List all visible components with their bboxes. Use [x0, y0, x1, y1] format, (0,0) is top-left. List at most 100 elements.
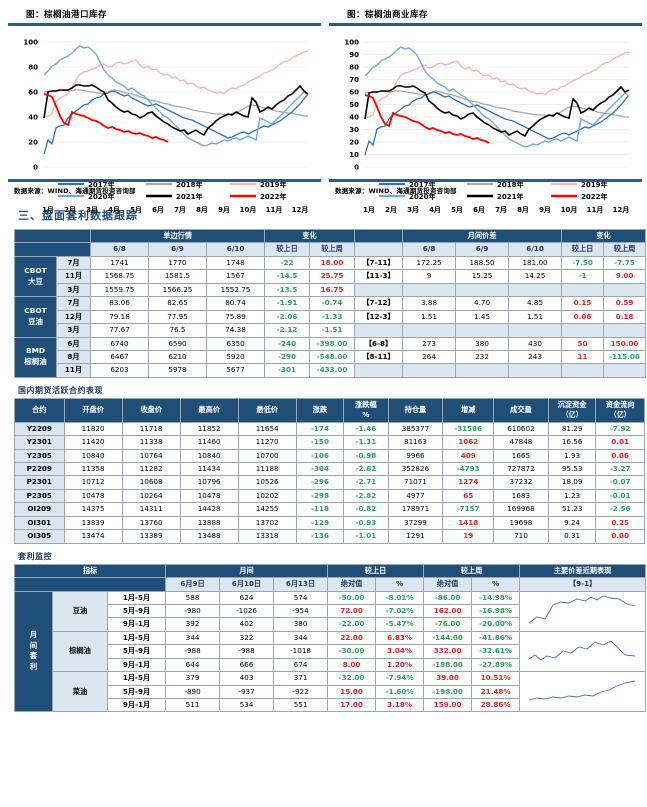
- price-d3: 1552.75: [205, 282, 266, 298]
- table-row: 11月 1568.75 1581.5 1567 -14.5 25.75 【11-3】 9 15.…: [15, 269, 647, 284]
- abs-prevweek: 159.00: [423, 697, 473, 713]
- settled-fund: 9.24: [547, 515, 597, 531]
- high-price: 10796: [179, 475, 239, 490]
- oi-change: 19: [442, 529, 495, 544]
- spread-pair-label: 1月-5月: [106, 671, 167, 686]
- value-d1: 344: [165, 630, 221, 646]
- close-price: 10764: [121, 448, 181, 464]
- spread-d3: 1.51: [508, 309, 563, 325]
- value-d3: 371: [273, 671, 329, 686]
- abs-prevweek: -86.00: [423, 590, 473, 605]
- x-tick-labels: 1月 2月 3月 4月 5月 6月 7月 8月 9月 10月 11月 12月: [363, 206, 629, 214]
- spread-d1: [402, 323, 457, 338]
- col-spread-pair: [354, 242, 404, 257]
- spread-pair: 【7-12】: [354, 296, 404, 311]
- pct-prevweek: 21.48%: [471, 684, 521, 700]
- chg-prevday: -14.5: [264, 269, 311, 284]
- spread-chg-prevday: [561, 323, 605, 338]
- table-row: Y2305 10840 10764 10840 10700 -106 -0.98 9966 40…: [14, 448, 645, 464]
- chg-prevweek: -548.00: [309, 349, 356, 365]
- group-prevday: 较上日: [327, 563, 425, 579]
- volume: 1665: [493, 448, 549, 464]
- spread-chg-prevweek: -115.00: [603, 349, 647, 365]
- oi-change: 65: [442, 488, 495, 504]
- chg-prevday: -240: [264, 336, 311, 351]
- chg-prevweek: -1.51: [309, 323, 356, 338]
- volume: 610602: [493, 421, 549, 437]
- group-monthly: 月间: [165, 563, 329, 579]
- change-pct: -2.62: [343, 461, 389, 477]
- price-d1: 83.06: [90, 296, 149, 311]
- svg-text:3月: 3月: [86, 206, 98, 214]
- pct-prevday: -7.94%: [375, 671, 425, 686]
- contract-code: OI209: [14, 502, 65, 517]
- svg-text:4月: 4月: [108, 206, 120, 214]
- pct-prevday: 6.83%: [375, 630, 425, 646]
- gridlines: [363, 41, 629, 168]
- spread-chg-prevday: 0.15: [561, 296, 605, 311]
- month-label: 6月: [56, 336, 91, 351]
- change-pct: -0.93: [343, 515, 389, 531]
- section-heading: 三、盘面套利数据跟踪: [18, 209, 138, 222]
- spread-pair: [354, 282, 404, 298]
- col-header-2: 收盘价: [121, 397, 181, 423]
- table-row: 指标 月间 较上日 较上周 主要价差近期表现: [13, 563, 647, 579]
- svg-text:60: 60: [28, 89, 38, 97]
- chart-title: 图：棕榈油商业库存: [347, 10, 429, 20]
- price-d3: 75.89: [205, 309, 266, 325]
- month-label: 3月: [56, 282, 91, 298]
- price-d1: 77.67: [90, 323, 149, 338]
- spread-pair: 【11-3】: [354, 269, 404, 284]
- volume: 19698: [493, 515, 549, 531]
- spread-chg-prevweek: 9.00: [603, 269, 647, 284]
- chart-commercial-inventory: 图：棕榈油商业库存 100 90 80 70 60 50 40 30 2: [329, 6, 642, 214]
- abs-prevweek: -76.00: [423, 617, 473, 632]
- chg-prevweek: 16.75: [309, 282, 356, 298]
- fund-flow: -7.92: [595, 421, 645, 437]
- spread-d2: 4.70: [455, 296, 510, 311]
- table-row: 月间套利豆油 1月-5月 588 624 574 -50.00 -8.01% -86.00 -1…: [14, 590, 647, 713]
- price-d3: 1567: [205, 269, 266, 284]
- pct-prevweek: -32.61%: [471, 644, 521, 659]
- spread-pair-label: 1月-5月: [106, 590, 167, 605]
- change: -118: [295, 502, 345, 517]
- spread-chg-prevday: 0.06: [561, 309, 605, 325]
- spread-chg-prevweek: 0.18: [603, 309, 647, 325]
- oi-change: -7157: [442, 502, 495, 517]
- group-spark: 主要价差近期表现: [519, 563, 647, 579]
- spread-chg-prevweek: 150.00: [603, 336, 647, 351]
- fund-flow: -2.56: [595, 502, 645, 517]
- fund-flow: 0.06: [595, 448, 645, 464]
- abs-prevday: 22.00: [327, 630, 377, 646]
- chart-source: 数据来源：WIND、海通期货投资咨询部: [335, 187, 457, 195]
- charts-row: 图：棕榈油港口库存 100 80 60: [8, 0, 642, 214]
- svg-text:20: 20: [349, 139, 359, 147]
- low-price: 13318: [237, 529, 297, 544]
- row-group-label: CBOT 豆油: [14, 296, 57, 338]
- table-row: 8月 6467 6210 5920 -290 -548.00 【8-11】 264 232 243…: [15, 349, 647, 365]
- chg-prevweek: -398.00: [309, 336, 356, 351]
- abs-prevday: -22.00: [327, 617, 377, 632]
- col-vs-prevweek: 较上周: [309, 242, 356, 257]
- open-interest: 385377: [387, 421, 444, 437]
- settled-fund: 0.31: [547, 529, 597, 544]
- value-d3: 551: [273, 697, 329, 713]
- abs-prevweek: 332.00: [423, 644, 473, 659]
- col-header-9: 成交量: [493, 397, 549, 423]
- svg-text:50: 50: [349, 101, 359, 109]
- value-d1: 379: [165, 671, 221, 686]
- row-group-label: BMD 棕榈油: [14, 336, 57, 378]
- abs-prevday: 17.00: [327, 697, 377, 713]
- table-row: 6/8 6/9 6/10 较上日 较上周 6/8 6/9 6/10 较上日 较上…: [14, 242, 647, 257]
- spread-d3: 243: [508, 349, 563, 365]
- open-price: 11820: [63, 421, 123, 437]
- open-price: 13839: [63, 515, 123, 531]
- col-pct-2: %: [471, 577, 521, 592]
- settled-fund: 51.23: [547, 502, 597, 517]
- legend-2019: 2019年: [581, 180, 607, 189]
- chg-prevday: -290: [264, 349, 311, 365]
- table-row: CBOT 豆油 7月 83.06 82.65 80.74 -1.91 -0.74 【7-12】 3…: [14, 296, 647, 338]
- price-d3: 5920: [205, 349, 266, 365]
